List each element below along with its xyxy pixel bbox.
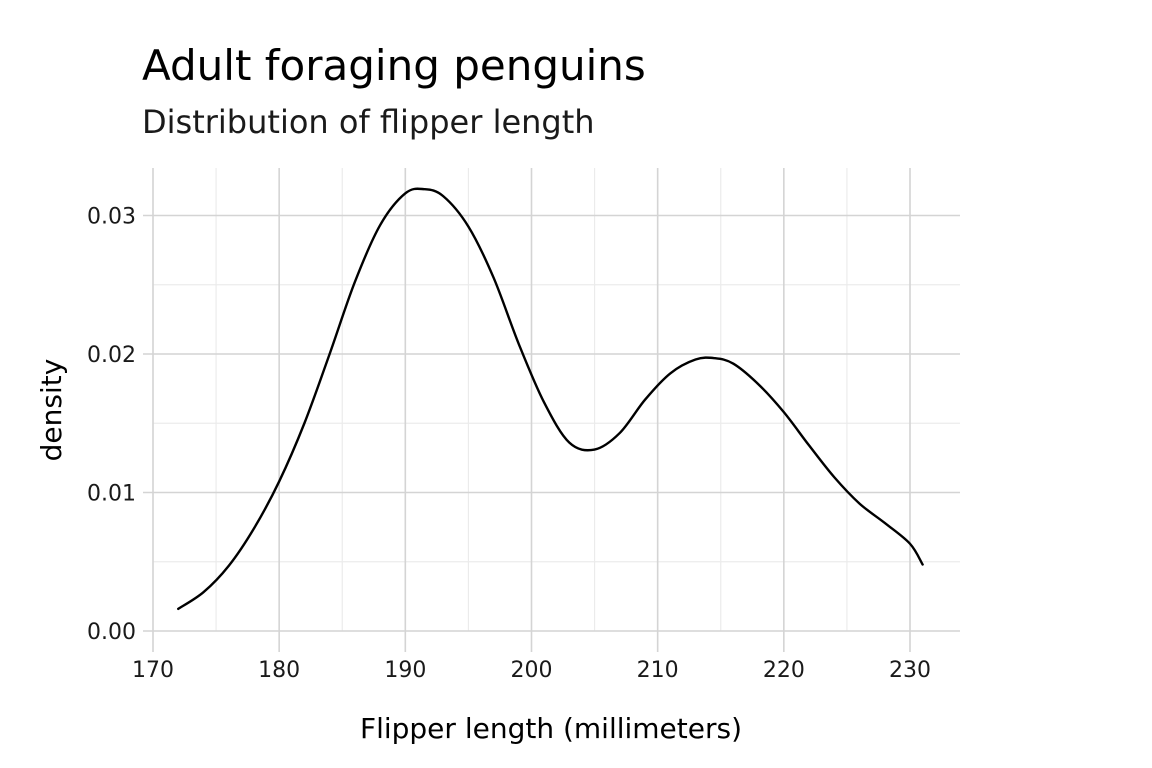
x-axis-label: Flipper length (millimeters) [360,712,742,745]
y-tick-label: 0.00 [87,620,136,645]
y-axis-ticks: 0.00 0.01 0.02 0.03 [87,205,136,646]
chart-title: Adult foraging penguins [142,41,646,90]
y-tick-label: 0.03 [87,205,136,230]
x-tick-label: 210 [637,658,679,683]
x-tick-label: 190 [384,658,426,683]
x-tick-label: 170 [132,658,174,683]
density-curve [177,187,924,611]
y-tick-label: 0.02 [87,343,136,368]
x-axis-ticks: 170 180 190 200 210 220 230 [132,658,931,683]
minor-gridlines [153,168,960,631]
major-gridlines [143,168,960,652]
x-tick-label: 230 [889,658,931,683]
y-axis-label: density [35,359,68,462]
y-tick-label: 0.01 [87,482,136,507]
x-tick-label: 200 [511,658,553,683]
chart-subtitle: Distribution of flipper length [142,103,595,141]
x-tick-label: 220 [763,658,805,683]
x-tick-label: 180 [258,658,300,683]
